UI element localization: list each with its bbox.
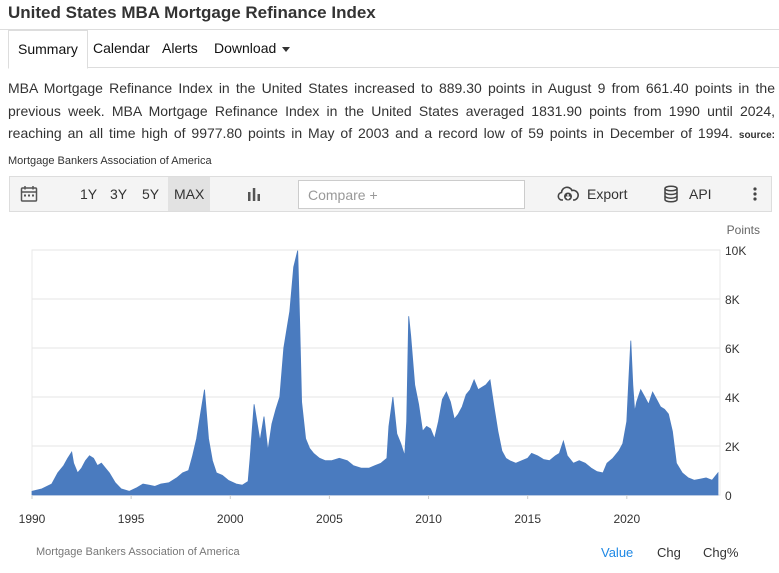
export-button[interactable]: Export (587, 186, 628, 202)
more-vertical-icon[interactable] (752, 177, 758, 211)
y-axis-ticks: 0 2K 4K 6K 8K 10K (725, 244, 746, 503)
range-1y[interactable]: 1Y (80, 186, 98, 202)
y-tick-label: 4K (725, 391, 740, 405)
x-tick-label: 1995 (118, 512, 145, 526)
tab-bar: Summary Calendar Alerts Download (8, 30, 779, 69)
range-max[interactable]: MAX (168, 177, 211, 211)
y-tick-label: 8K (725, 293, 740, 307)
x-tick-label: 1990 (19, 512, 46, 526)
x-axis-ticks: 1990 1995 2000 2005 2010 2015 2020 (19, 495, 640, 526)
page-title: United States MBA Mortgage Refinance Ind… (8, 3, 376, 22)
view-value-button[interactable]: Value (601, 545, 634, 560)
compare-input[interactable] (298, 180, 525, 209)
x-tick-label: 2015 (514, 512, 541, 526)
description-text: MBA Mortgage Refinance Index in the Unit… (8, 80, 775, 141)
range-3y[interactable]: 3Y (110, 186, 128, 202)
view-change-button[interactable]: Chg (657, 545, 681, 560)
x-tick-label: 2005 (316, 512, 343, 526)
cloud-download-icon[interactable] (557, 177, 579, 211)
y-tick-label: 0 (725, 489, 732, 503)
api-button[interactable]: API (689, 186, 712, 202)
tab-alerts[interactable]: Alerts (162, 40, 198, 56)
chart: Points 0 2K 4K 6K 8K 10K 1990 1995 2000 2005 2010… (19, 223, 760, 526)
source-label: source: (738, 130, 776, 141)
x-tick-label: 2000 (217, 512, 244, 526)
caret-down-icon (282, 46, 291, 52)
x-tick-label: 2010 (415, 512, 442, 526)
y-tick-label: 2K (725, 440, 740, 454)
range-5y[interactable]: 5Y (142, 186, 160, 202)
tab-download[interactable]: Download (214, 30, 291, 68)
x-tick-label: 2020 (613, 512, 640, 526)
chart-source: Mortgage Bankers Association of America (36, 546, 240, 558)
tab-download-label: Download (214, 40, 277, 56)
y-tick-label: 10K (725, 244, 746, 258)
series-area (31, 250, 719, 496)
database-icon[interactable] (663, 177, 679, 211)
source-link[interactable]: Mortgage Bankers Association of America (8, 154, 212, 167)
tab-calendar[interactable]: Calendar (93, 40, 150, 56)
chart-toolbar: 1Y 3Y 5Y MAX Export API (9, 176, 772, 212)
description: MBA Mortgage Refinance Index in the Unit… (8, 77, 775, 172)
tab-summary[interactable]: Summary (8, 30, 88, 69)
view-change-percent-button[interactable]: Chg% (703, 545, 739, 560)
y-tick-label: 6K (725, 342, 740, 356)
calendar-icon[interactable] (20, 177, 38, 211)
y-axis-label: Points (727, 223, 760, 237)
bar-chart-icon[interactable] (246, 177, 262, 211)
title-divider (0, 29, 779, 30)
